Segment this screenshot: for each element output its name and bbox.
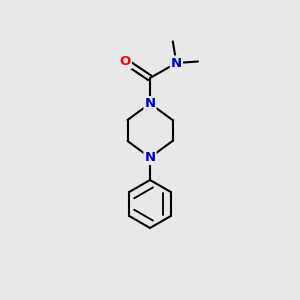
- Text: N: N: [171, 56, 182, 70]
- Text: N: N: [144, 97, 156, 110]
- Text: O: O: [120, 55, 131, 68]
- Text: N: N: [144, 151, 156, 164]
